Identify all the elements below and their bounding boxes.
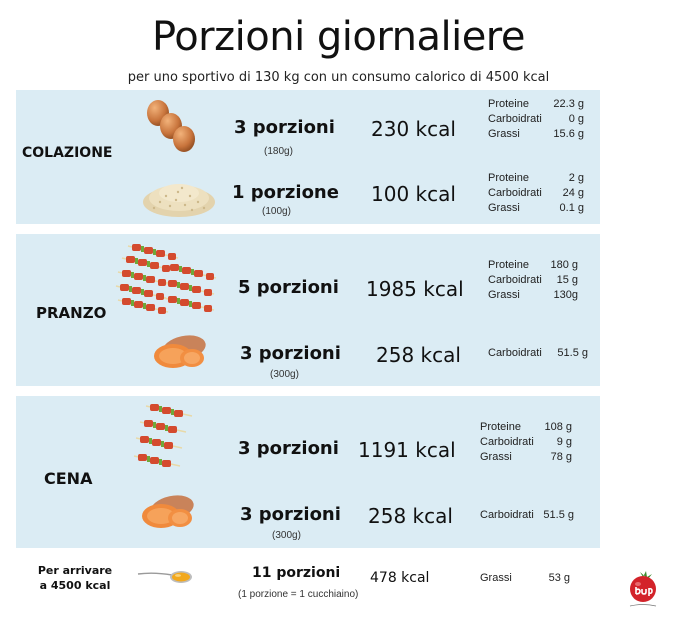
honey-spoon-icon: [137, 571, 192, 583]
colazione-eggs-kcal: 230 kcal: [371, 117, 456, 141]
page-title: Porzioni giornaliere: [152, 14, 525, 60]
colazione-eggs-weight: (180g): [264, 146, 293, 157]
colazione-panel: [16, 90, 600, 224]
extra-label: Per arrivare a 4500 kcal: [37, 564, 113, 592]
meal-label-colazione: COLAZIONE: [22, 145, 113, 161]
pranzo-potato-weight: (300g): [270, 369, 299, 380]
pranzo-skewers-portions: 5 porzioni: [238, 277, 339, 298]
extra-kcal: 478 kcal: [370, 570, 430, 586]
eggs-icon: [147, 100, 195, 152]
cena-potato-macros: Carboidrati 51.5 g: [480, 509, 574, 521]
cena-potato-weight: (300g): [272, 530, 301, 541]
colazione-rice-kcal: 100 kcal: [371, 182, 456, 206]
colazione-rice-macros: Proteine 2 g Carboidrati 24 g Grassi 0.1 g: [488, 172, 584, 214]
cena-skewers-macros: Proteine 108 g Carboidrati 9 g Grassi 78 g: [480, 421, 572, 463]
colazione-rice-portions: 1 porzione: [232, 182, 339, 203]
sweet-potato-icon: [154, 335, 206, 368]
rice-icon: [143, 184, 215, 217]
colazione-rice-weight: (100g): [262, 206, 291, 217]
meal-label-cena: CENA: [44, 469, 93, 488]
pranzo-potato-macros: Carboidrati 51.5 g: [488, 347, 588, 359]
pranzo-skewers-macros: Proteine 180 g Carboidrati 15 g Grassi 130g: [488, 259, 578, 301]
cena-skewers-portions: 3 porzioni: [238, 438, 339, 459]
extra-note: (1 porzione = 1 cucchiaino): [238, 589, 359, 600]
meat-skewers-icon-cena: [133, 404, 193, 467]
cena-potato-portions: 3 porzioni: [240, 504, 341, 525]
pranzo-panel: [16, 234, 600, 386]
pranzo-skewers-kcal: 1985 kcal: [366, 277, 464, 301]
extra-portions: 11 porzioni: [252, 565, 341, 581]
cena-panel: [16, 396, 600, 548]
sweet-potato-icon-cena: [142, 495, 194, 528]
colazione-eggs-portions: 3 porzioni: [234, 117, 335, 138]
cena-potato-kcal: 258 kcal: [368, 504, 453, 528]
colazione-eggs-macros: Proteine 22.3 g Carboidrati 0 g Grassi 15.6…: [488, 98, 584, 140]
page-subtitle: per uno sportivo di 130 kg con un consum…: [127, 70, 550, 85]
extra-macros: Grassi 53 g: [480, 572, 570, 584]
cena-skewers-kcal: 1191 kcal: [358, 438, 456, 462]
meal-label-pranzo: PRANZO: [36, 304, 107, 322]
pranzo-potato-kcal: 258 kcal: [376, 343, 461, 367]
meat-skewers-icon: [115, 244, 217, 314]
tomato-logo-icon: [629, 571, 657, 607]
pranzo-potato-portions: 3 porzioni: [240, 343, 341, 364]
